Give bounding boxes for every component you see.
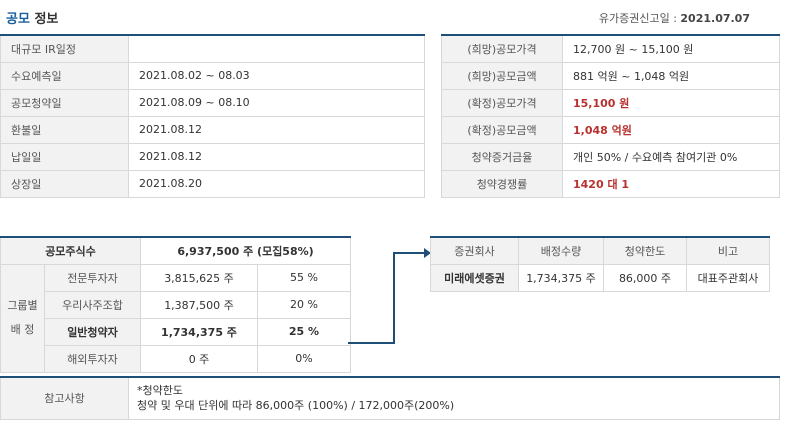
report-date-label: 유가증권신고일 : [598, 12, 677, 25]
page-title-accent: 공모 [6, 12, 30, 27]
allocation-row-shares: 1,387,500 주 [140, 290, 258, 319]
allocation-row-shares: 3,815,625 주 [140, 263, 258, 292]
report-date-value: 2021.07.07 [680, 12, 750, 25]
table-row: 수요예측일 2021.08.02 ~ 08.03 [0, 61, 425, 90]
price-final-price-value: 15,100 원 [562, 88, 780, 117]
table-row: 미래에셋증권 1,734,375 주 86,000 주 대표주관회사 [430, 263, 770, 292]
schedule-refund-label: 환불일 [0, 115, 129, 144]
table-row: 공모청약일 2021.08.09 ~ 08.10 [0, 88, 425, 117]
table-row: 대규모 IR일정 [0, 34, 425, 63]
table-row: (희망)공모금액 881 억원 ~ 1,048 억원 [441, 61, 780, 90]
allocation-row-label: 전문투자자 [44, 263, 141, 292]
allocation-total-value: 6,937,500 주 (모집58%) [140, 236, 351, 265]
price-hope-price-label: (희망)공모가격 [441, 34, 563, 63]
allocation-row-pct: 20 % [257, 290, 351, 319]
schedule-subscription-value: 2021.08.09 ~ 08.10 [128, 88, 425, 117]
schedule-demand-value: 2021.08.02 ~ 08.03 [128, 61, 425, 90]
allocation-row-pct: 0% [257, 344, 351, 373]
table-row: 해외투자자 0 주 0% [1, 344, 351, 373]
schedule-table: 대규모 IR일정 수요예측일 2021.08.02 ~ 08.03 공모청약일 … [0, 34, 425, 198]
price-competition-value: 1420 대 1 [562, 169, 780, 198]
allocation-row-pct: 25 % [257, 317, 351, 346]
broker-qty: 1,734,375 주 [518, 263, 604, 292]
allocation-group-label: 그룹별 배 정 [0, 263, 45, 373]
table-row: 참고사항 *청약한도 청약 및 우대 단위에 따라 86,000주 (100%)… [0, 376, 780, 420]
table-row: 증권회사 배정수량 청약한도 비고 [430, 236, 770, 265]
broker-header-limit: 청약한도 [603, 236, 687, 265]
notes-line2: 청약 및 우대 단위에 따라 86,000주 (100%) / 172,000주… [137, 399, 455, 413]
broker-header-company: 증권회사 [430, 236, 519, 265]
schedule-payment-value: 2021.08.12 [128, 142, 425, 171]
allocation-group-line1: 그룹별 [7, 299, 38, 312]
table-row: 청약증거금율 개인 50% / 수요예측 참여기관 0% [441, 142, 780, 171]
allocation-table: 공모주식수 6,937,500 주 (모집58%) 그룹별 배 정 전문투자자 … [0, 236, 351, 373]
table-row: (확정)공모금액 1,048 억원 [441, 115, 780, 144]
broker-company-name: 미래에셋증권 [430, 263, 519, 292]
table-row: (확정)공모가격 15,100 원 [441, 88, 780, 117]
notes-line1: *청약한도 [137, 384, 183, 398]
page-title: 공모 정보 [6, 8, 58, 27]
broker-limit: 86,000 주 [603, 263, 687, 292]
connector-arrow-icon [348, 248, 431, 344]
broker-note: 대표주관회사 [686, 263, 770, 292]
price-deposit-value: 개인 50% / 수요예측 참여기관 0% [562, 142, 780, 171]
schedule-demand-label: 수요예측일 [0, 61, 129, 90]
notes-content: *청약한도 청약 및 우대 단위에 따라 86,000주 (100%) / 17… [128, 376, 780, 420]
schedule-ir-value [128, 34, 425, 63]
schedule-subscription-label: 공모청약일 [0, 88, 129, 117]
schedule-ir-label: 대규모 IR일정 [0, 34, 129, 63]
schedule-listing-value: 2021.08.20 [128, 169, 425, 198]
table-row: 우리사주조합 1,387,500 주 20 % [1, 290, 351, 319]
price-final-amount-value: 1,048 억원 [562, 115, 780, 144]
price-table: (희망)공모가격 12,700 원 ~ 15,100 원 (희망)공모금액 88… [441, 34, 780, 198]
broker-header-note: 비고 [686, 236, 770, 265]
allocation-row-shares: 1,734,375 주 [140, 317, 258, 346]
table-row: 일반청약자 1,734,375 주 25 % [1, 317, 351, 346]
table-row: 환불일 2021.08.12 [0, 115, 425, 144]
price-deposit-label: 청약증거금율 [441, 142, 563, 171]
price-hope-amount-label: (희망)공모금액 [441, 61, 563, 90]
table-row: 납일일 2021.08.12 [0, 142, 425, 171]
price-competition-label: 청약경쟁률 [441, 169, 563, 198]
price-final-amount-label: (확정)공모금액 [441, 115, 563, 144]
broker-table: 증권회사 배정수량 청약한도 비고 미래에셋증권 1,734,375 주 86,… [430, 236, 770, 292]
allocation-row-pct: 55 % [257, 263, 351, 292]
allocation-group-line2: 배 정 [10, 323, 35, 336]
page-title-rest: 정보 [34, 12, 59, 27]
table-row: (희망)공모가격 12,700 원 ~ 15,100 원 [441, 34, 780, 63]
allocation-total-label: 공모주식수 [0, 236, 141, 265]
allocation-row-label: 해외투자자 [44, 344, 141, 373]
schedule-payment-label: 납일일 [0, 142, 129, 171]
notes-table: 참고사항 *청약한도 청약 및 우대 단위에 따라 86,000주 (100%)… [0, 376, 780, 420]
price-hope-amount-value: 881 억원 ~ 1,048 억원 [562, 61, 780, 90]
report-date: 유가증권신고일 : 2021.07.07 [599, 10, 750, 26]
allocation-row-label: 우리사주조합 [44, 290, 141, 319]
broker-header-qty: 배정수량 [518, 236, 604, 265]
table-row: 공모주식수 6,937,500 주 (모집58%) [0, 236, 351, 265]
schedule-refund-value: 2021.08.12 [128, 115, 425, 144]
table-row: 상장일 2021.08.20 [0, 169, 425, 198]
allocation-row-shares: 0 주 [140, 344, 258, 373]
price-hope-price-value: 12,700 원 ~ 15,100 원 [562, 34, 780, 63]
price-final-price-label: (확정)공모가격 [441, 88, 563, 117]
notes-label: 참고사항 [0, 376, 129, 420]
schedule-listing-label: 상장일 [0, 169, 129, 198]
table-row: 청약경쟁률 1420 대 1 [441, 169, 780, 198]
allocation-row-label: 일반청약자 [44, 317, 141, 346]
table-row: 그룹별 배 정 전문투자자 3,815,625 주 55 % [0, 263, 351, 373]
